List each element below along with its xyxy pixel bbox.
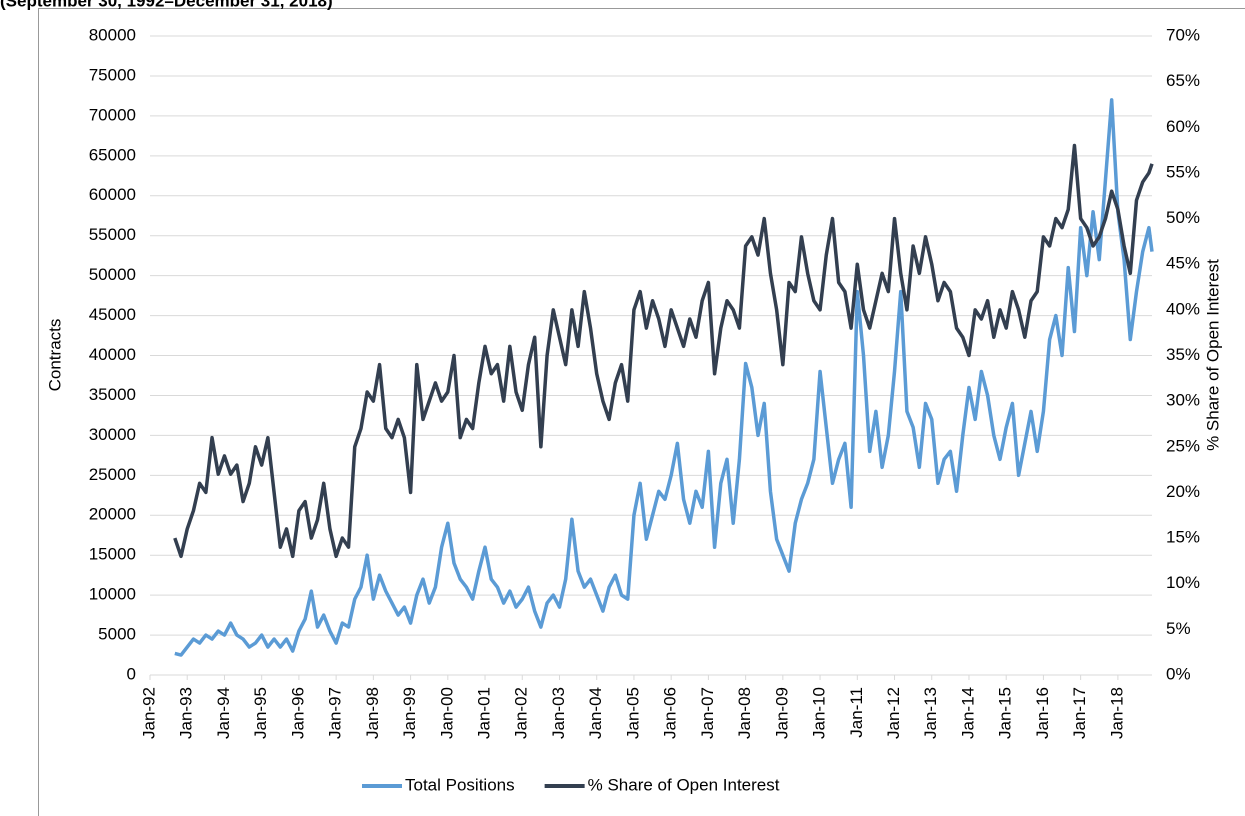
y-tick-label: 10000 [89, 585, 136, 604]
legend-label: Total Positions [405, 775, 515, 794]
y2-tick-label: 30% [1166, 391, 1200, 410]
y2-tick-label: 65% [1166, 71, 1200, 90]
y-tick-label: 55000 [89, 225, 136, 244]
x-tick-label: Jan-10 [810, 687, 829, 739]
y-axis-title: Contracts [45, 319, 64, 392]
x-tick-label: Jan-05 [623, 687, 642, 739]
y-tick-label: 30000 [89, 425, 136, 444]
y2-tick-label: 10% [1166, 573, 1200, 592]
x-tick-label: Jan-03 [549, 687, 568, 739]
y2-axis-title: % Share of Open Interest [1203, 259, 1222, 451]
x-tick-label: Jan-12 [884, 687, 903, 739]
y-tick-label: 75000 [89, 65, 136, 84]
y-tick-label: 40000 [89, 345, 136, 364]
x-tick-label: Jan-09 [772, 687, 791, 739]
y-tick-label: 80000 [89, 25, 136, 44]
x-tick-label: Jan-08 [735, 687, 754, 739]
y-tick-label: 25000 [89, 465, 136, 484]
y2-tick-label: 15% [1166, 528, 1200, 547]
x-tick-label: Jan-96 [288, 687, 307, 739]
y2-tick-label: 60% [1166, 117, 1200, 136]
x-tick-label: Jan-17 [1070, 687, 1089, 739]
x-tick-label: Jan-18 [1107, 687, 1126, 739]
y2-tick-label: 0% [1166, 664, 1191, 683]
x-tick-label: Jan-04 [586, 687, 605, 739]
legend-label: % Share of Open Interest [588, 775, 780, 794]
y-tick-label: 20000 [89, 505, 136, 524]
y2-tick-label: 40% [1166, 299, 1200, 318]
chart-border [38, 8, 1245, 816]
y2-tick-label: 70% [1166, 25, 1200, 44]
x-tick-label: Jan-01 [475, 687, 494, 739]
x-tick-label: Jan-98 [363, 687, 382, 739]
x-tick-label: Jan-00 [437, 687, 456, 739]
series-line [174, 98, 1154, 657]
x-tick-label: Jan-02 [512, 687, 531, 739]
y2-tick-label: 55% [1166, 162, 1200, 181]
y-tick-label: 65000 [89, 145, 136, 164]
y-tick-label: 5000 [98, 625, 136, 644]
x-tick-label: Jan-93 [177, 687, 196, 739]
x-tick-label: Jan-06 [661, 687, 680, 739]
y-tick-label: 15000 [89, 545, 136, 564]
series-line [173, 143, 1154, 559]
y-tick-label: 50000 [89, 265, 136, 284]
x-tick-label: Jan-97 [326, 687, 345, 739]
x-tick-label: Jan-07 [698, 687, 717, 739]
y2-tick-label: 25% [1166, 436, 1200, 455]
y-tick-label: 70000 [89, 105, 136, 124]
y2-tick-label: 45% [1166, 254, 1200, 273]
chart-title: (September 30, 1992–December 31, 2018) [0, 0, 333, 10]
x-tick-label: Jan-13 [921, 687, 940, 739]
x-tick-label: Jan-99 [400, 687, 419, 739]
x-tick-label: Jan-11 [847, 687, 866, 738]
y2-tick-label: 35% [1166, 345, 1200, 364]
x-tick-label: Jan-95 [251, 687, 270, 739]
y-tick-label: 60000 [89, 185, 136, 204]
y-tick-label: 35000 [89, 385, 136, 404]
y2-tick-label: 20% [1166, 482, 1200, 501]
y-tick-label: 0 [127, 664, 136, 683]
y2-tick-label: 5% [1166, 619, 1191, 638]
y2-tick-label: 50% [1166, 208, 1200, 227]
x-tick-label: Jan-92 [139, 687, 158, 739]
x-tick-label: Jan-14 [958, 687, 977, 739]
x-tick-label: Jan-94 [214, 687, 233, 739]
x-tick-label: Jan-16 [1033, 687, 1052, 739]
x-tick-label: Jan-15 [996, 687, 1015, 739]
y-tick-label: 45000 [89, 305, 136, 324]
